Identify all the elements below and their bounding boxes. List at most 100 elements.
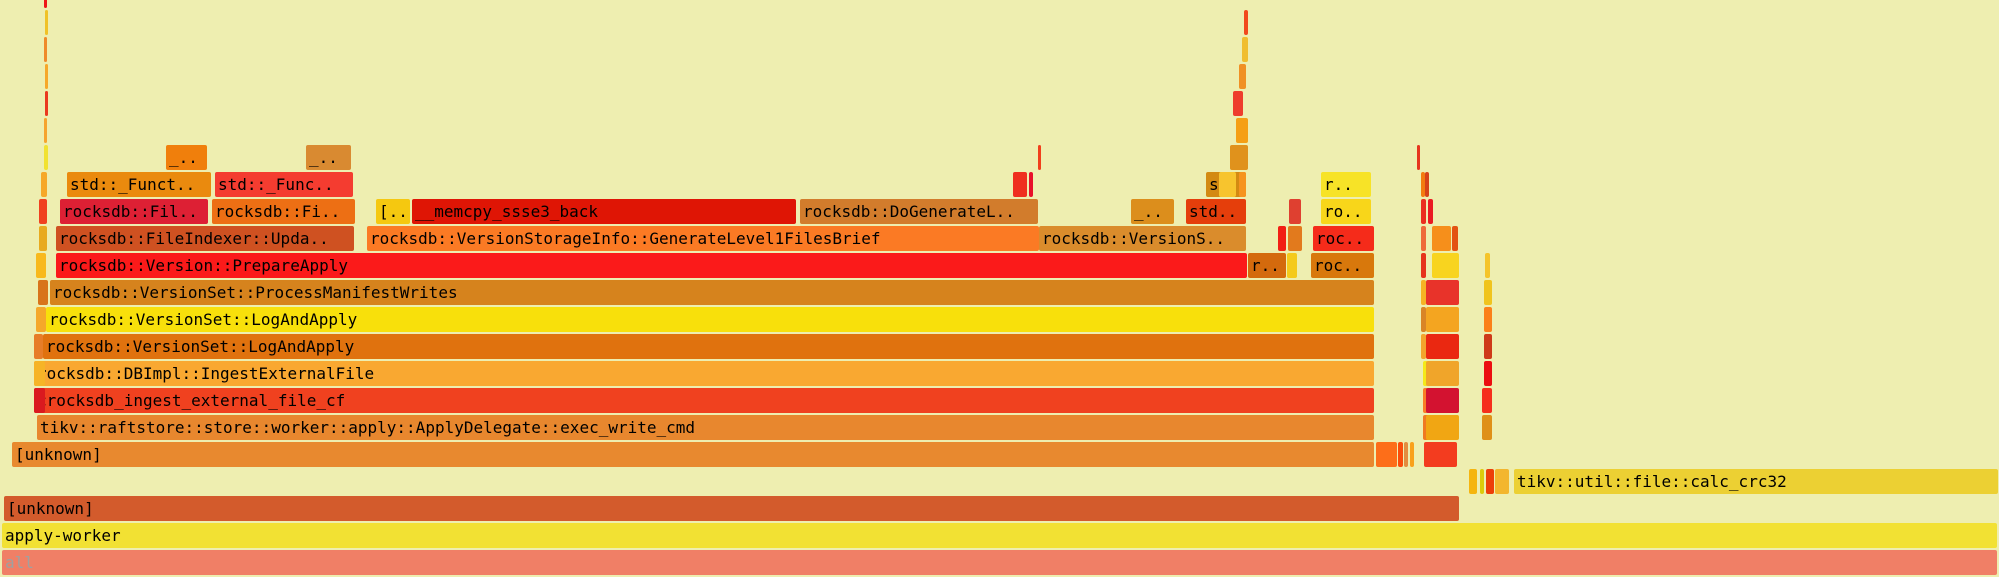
frame-rocksdb-versionstorageinfo-generatelevel1filesbrief-15[interactable]: rocksdb::VersionStorageInfo::GenerateLev… [367,226,1039,251]
frame-rocksdb-fil-18[interactable]: rocksdb::Fil.. [60,199,208,224]
frame-unlabeled-60[interactable] [1432,253,1459,278]
frame-unlabeled-58[interactable] [1484,280,1492,305]
frame-unlabeled-73[interactable] [1278,226,1286,251]
frame-unlabeled-71[interactable] [1288,226,1302,251]
frame-unlabeled-59[interactable] [1421,253,1426,278]
frame-unlabeled-39[interactable] [1486,469,1494,494]
frame-unlabeled-98[interactable] [44,37,47,62]
frame-unlabeled-45[interactable] [1426,388,1459,413]
frame-roc-13[interactable]: roc.. [1311,253,1374,278]
frame-std-24[interactable]: std.. [1186,199,1246,224]
frame-tikv-raftstore-store-worker-apply-applydelegate-exec-write-cmd-5[interactable]: tikv::raftstore::store::worker::apply::A… [37,415,1374,440]
frame-unlabeled-97[interactable] [45,64,48,89]
frame-unlabeled-65[interactable] [1421,199,1426,224]
frame-rocksdb-versionset-logandapply-8[interactable]: rocksdb::VersionSet::LogAndApply [43,334,1374,359]
frame-unlabeled-68[interactable] [1425,172,1429,197]
frame-std-func-27[interactable]: std::_Func.. [215,172,353,197]
frame-unlabeled-32[interactable] [1376,442,1397,467]
frame-unlabeled-62[interactable] [1421,226,1426,251]
frame-unlabeled-94[interactable] [44,145,48,170]
frame-rocksdb-fi-19[interactable]: rocksdb::Fi.. [212,199,355,224]
frame-unlabeled-100[interactable] [44,0,47,8]
frame-memcpy-ssse3-back-21[interactable]: __memcpy_ssse3_back [412,199,796,224]
frame-apply-worker-1[interactable]: apply-worker [2,523,1997,548]
frame-unlabeled-44[interactable] [1423,388,1428,413]
frame-rocksdb-version-prepareapply-11[interactable]: rocksdb::Version::PrepareApply [56,253,1247,278]
frame-unlabeled-53[interactable] [1421,307,1426,332]
frame-unlabeled-74[interactable] [1219,172,1236,197]
frame-tikv-util-file-calc-crc32-3[interactable]: tikv::util::file::calc_crc32 [1514,469,1998,494]
frame-unlabeled-92[interactable] [39,199,47,224]
frame-unlabeled-79[interactable] [1239,64,1246,89]
frame-unlabeled-69[interactable] [1417,145,1420,170]
frame-unlabeled-49[interactable] [1484,361,1492,386]
frame-unlabeled-40[interactable] [1495,469,1509,494]
frame-unlabeled-76[interactable] [1230,145,1248,170]
frame-unlabeled-37[interactable] [1469,469,1477,494]
frame-unlabeled-75[interactable] [1239,172,1246,197]
frame-unlabeled-31[interactable]: _.. [306,145,351,170]
frame-unlabeled-36[interactable] [1424,442,1457,467]
frame-roc-17[interactable]: roc.. [1313,226,1374,251]
frame-unlabeled-43[interactable] [1482,415,1492,440]
frame-unknown-4[interactable]: [unknown] [12,442,1374,467]
frame-unlabeled-50[interactable] [1421,334,1426,359]
frame-unlabeled-48[interactable] [1426,361,1459,386]
frame-std-funct-26[interactable]: std::_Funct.. [67,172,211,197]
frame-unlabeled-82[interactable] [1013,172,1027,197]
frame-unlabeled-70[interactable] [1287,253,1297,278]
frame-unlabeled-51[interactable] [1426,334,1459,359]
frame-all-0[interactable]: all [2,550,1997,575]
frame-unlabeled-46[interactable] [1482,388,1492,413]
frame-unlabeled-84[interactable] [1038,145,1041,170]
frame-r-12[interactable]: r.. [1248,253,1286,278]
frame-unlabeled-34[interactable] [1404,442,1408,467]
frame-unlabeled-23[interactable]: _.. [1131,199,1174,224]
frame-crocksdb-ingest-external-file-cf-6[interactable]: crocksdb_ingest_external_file_cf [34,388,1374,413]
frame-unlabeled-30[interactable]: _.. [166,145,207,170]
frame-rocksdb-dogeneratel-22[interactable]: rocksdb::DoGenerateL.. [800,199,1038,224]
frame-unlabeled-91[interactable] [39,226,47,251]
frame-unlabeled-83[interactable] [1029,172,1033,197]
frame-rocksdb-versionset-processmanifestwrites-10[interactable]: rocksdb::VersionSet::ProcessManifestWrit… [50,280,1374,305]
frame-unlabeled-61[interactable] [1485,253,1490,278]
frame-rocksdb-fileindexer-upda-14[interactable]: rocksdb::FileIndexer::Upda.. [56,226,354,251]
frame-unlabeled-85[interactable] [34,388,45,413]
frame-unlabeled-38[interactable] [1480,469,1484,494]
frame-unlabeled-72[interactable] [1289,199,1301,224]
frame-unlabeled-87[interactable] [34,334,43,359]
frame-unlabeled-66[interactable] [1428,199,1433,224]
frame-unlabeled-20[interactable]: [.. [376,199,410,224]
frame-unlabeled-90[interactable] [36,253,46,278]
frame-unlabeled-78[interactable] [1233,91,1243,116]
frame-unlabeled-86[interactable] [34,361,45,386]
frame-unlabeled-57[interactable] [1426,280,1459,305]
frame-unlabeled-33[interactable] [1398,442,1403,467]
frame-unlabeled-42[interactable] [1426,415,1459,440]
frame-unlabeled-63[interactable] [1432,226,1451,251]
frame-unlabeled-47[interactable] [1423,361,1428,386]
frame-unlabeled-35[interactable] [1410,442,1414,467]
frame-unlabeled-99[interactable] [45,10,48,35]
frame-r-29[interactable]: r.. [1321,172,1371,197]
frame-unlabeled-80[interactable] [1242,37,1248,62]
frame-unlabeled-96[interactable] [45,91,48,116]
frame-unlabeled-88[interactable] [36,307,46,332]
frame-unlabeled-52[interactable] [1484,334,1492,359]
frame-unlabeled-55[interactable] [1484,307,1492,332]
frame-rocksdb-versionset-logandapply-9[interactable]: rocksdb::VersionSet::LogAndApply [46,307,1374,332]
frame-unlabeled-56[interactable] [1421,280,1426,305]
frame-rocksdb-dbimpl-ingestexternalfile-7[interactable]: rocksdb::DBImpl::IngestExternalFile [34,361,1374,386]
frame-unlabeled-77[interactable] [1236,118,1248,143]
frame-unlabeled-93[interactable] [41,172,47,197]
frame-unlabeled-95[interactable] [44,118,47,143]
frame-unlabeled-81[interactable] [1244,10,1248,35]
frame-rocksdb-versions-16[interactable]: rocksdb::VersionS.. [1039,226,1246,251]
frame-unknown-2[interactable]: [unknown] [4,496,1459,521]
frame-unlabeled-64[interactable] [1452,226,1458,251]
frame-unlabeled-54[interactable] [1426,307,1459,332]
frame-unlabeled-89[interactable] [38,280,48,305]
frame-unlabeled-67[interactable] [1421,172,1425,197]
frame-ro-25[interactable]: ro.. [1321,199,1371,224]
